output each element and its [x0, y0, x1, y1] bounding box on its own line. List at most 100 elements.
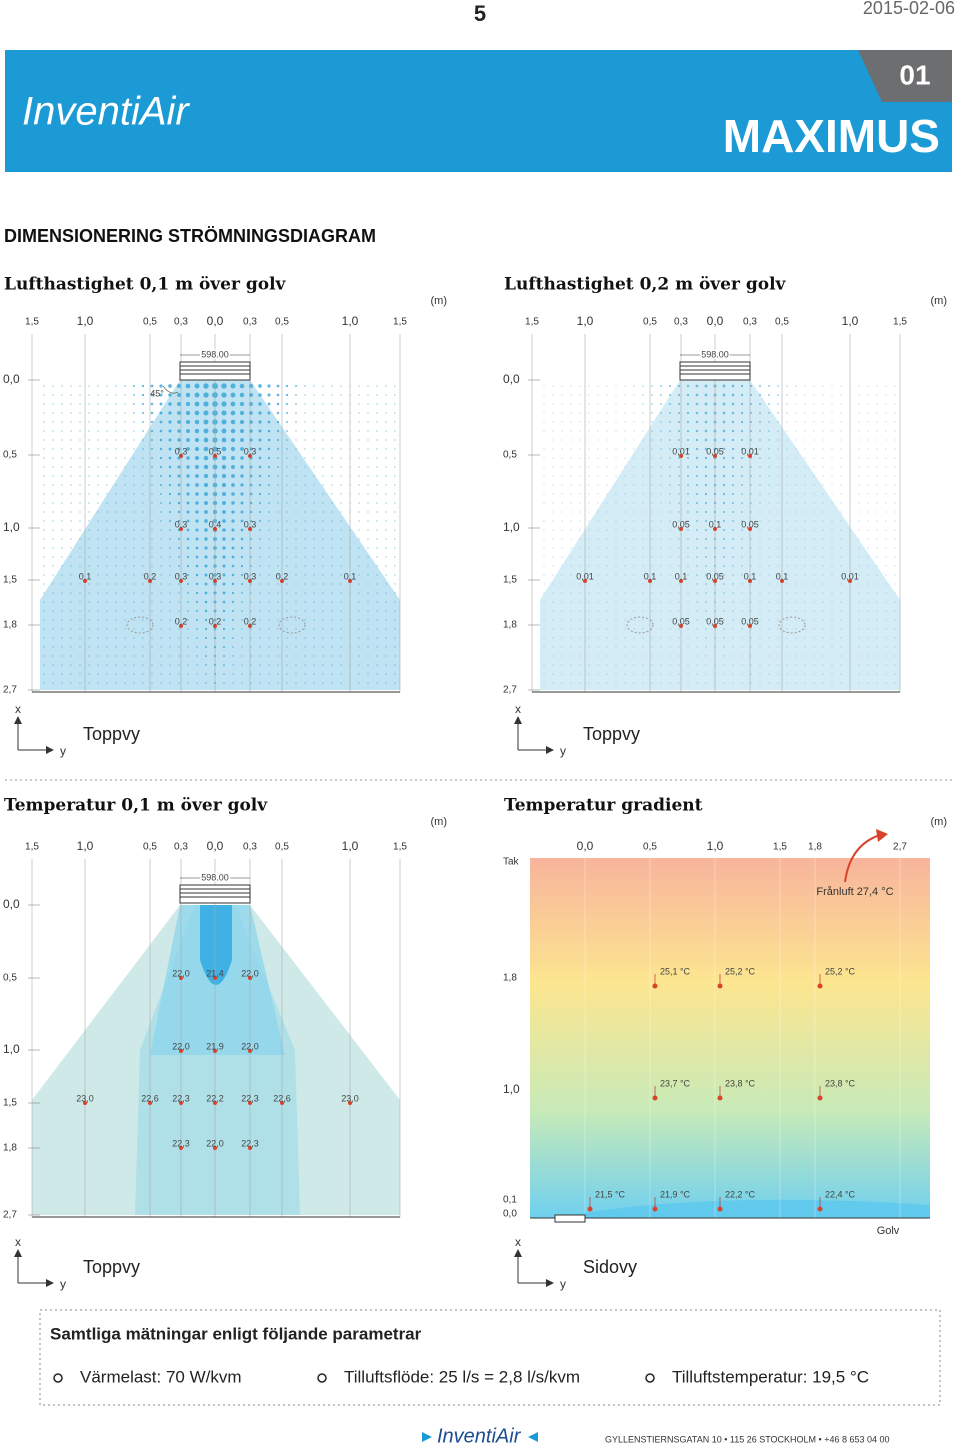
flow-dot — [858, 430, 860, 432]
flow-dot — [722, 456, 726, 460]
flow-dot — [295, 520, 297, 522]
flow-dot — [732, 610, 734, 612]
measure-value: 0,2 — [175, 616, 188, 626]
flow-dot — [276, 420, 280, 424]
flow-dot — [277, 682, 279, 684]
flow-dot — [579, 655, 581, 657]
flow-dot — [142, 574, 144, 576]
flow-dot — [204, 627, 208, 631]
flow-dot — [133, 574, 135, 576]
flow-dot — [313, 385, 315, 387]
flow-dot — [768, 628, 770, 630]
flow-dot — [286, 484, 288, 486]
measure-value: 23,7 °C — [660, 1078, 691, 1088]
flow-dot — [340, 574, 342, 576]
flow-dot — [313, 592, 315, 594]
flow-dot — [231, 573, 235, 577]
flow-dot — [840, 628, 842, 630]
flow-dot — [358, 583, 360, 585]
flow-dot — [669, 502, 671, 504]
flow-dot — [169, 529, 171, 531]
flow-dot — [840, 466, 842, 468]
flow-dot — [624, 493, 626, 495]
flow-dot — [840, 529, 842, 531]
flow-dot — [222, 519, 226, 523]
flow-dot — [750, 511, 752, 513]
flow-dot — [79, 556, 81, 558]
flow-dot — [268, 682, 270, 684]
flow-dot — [749, 393, 753, 397]
flow-dot — [221, 446, 227, 452]
flow-dot — [160, 682, 162, 684]
flow-dot — [322, 682, 324, 684]
flow-dot — [340, 475, 342, 477]
flow-dot — [249, 510, 253, 514]
flow-dot — [376, 592, 378, 594]
flow-dot — [204, 510, 208, 514]
measure-value: 22,6 — [273, 1093, 291, 1103]
flow-dot — [615, 493, 617, 495]
flow-dot — [741, 655, 743, 657]
flow-dot — [151, 448, 153, 450]
flow-dot — [749, 411, 753, 415]
flow-dot — [831, 565, 833, 567]
flow-dot — [561, 466, 563, 468]
flow-dot — [52, 655, 54, 657]
flow-dot — [750, 556, 752, 558]
width-label: 598.00 — [701, 349, 729, 359]
flow-dot — [777, 430, 779, 432]
flow-dot — [250, 574, 252, 576]
flow-dot — [867, 637, 869, 639]
flow-dot — [88, 448, 90, 450]
flow-dot — [768, 394, 770, 396]
flow-dot — [331, 583, 333, 585]
flow-dot — [768, 448, 770, 450]
flow-dot — [88, 637, 90, 639]
flow-dot — [822, 574, 824, 576]
flow-dot — [205, 646, 207, 648]
flow-dot — [295, 439, 297, 441]
flow-dot — [295, 502, 297, 504]
flow-dot — [561, 502, 563, 504]
flow-dot — [705, 610, 707, 612]
measure-value: 23,8 °C — [825, 1078, 856, 1088]
x-axis-label: 0,5 — [643, 317, 657, 328]
flow-dot — [894, 394, 896, 396]
flow-dot — [804, 565, 806, 567]
flow-dot — [88, 385, 90, 387]
flow-dot — [106, 457, 108, 459]
flow-dot — [813, 439, 815, 441]
flow-dot — [168, 465, 172, 469]
y-axis-label: 1,5 — [3, 1098, 17, 1109]
flow-dot — [43, 385, 45, 387]
flow-dot — [660, 673, 662, 675]
flow-dot — [704, 519, 708, 523]
flow-dot — [194, 455, 200, 461]
flow-dot — [615, 511, 617, 513]
flow-dot — [579, 421, 581, 423]
flow-dot — [695, 465, 699, 469]
flow-dot — [642, 520, 644, 522]
flow-dot — [115, 484, 117, 486]
flow-dot — [624, 628, 626, 630]
flow-dot — [741, 475, 743, 477]
flow-dot — [831, 439, 833, 441]
flow-dot — [61, 556, 63, 558]
flow-dot — [115, 565, 117, 567]
flow-dot — [79, 583, 81, 585]
flow-dot — [43, 421, 45, 423]
flow-dot — [97, 682, 99, 684]
flow-dot — [777, 574, 779, 576]
flow-dot — [597, 619, 599, 621]
flow-dot — [106, 502, 108, 504]
flow-dot — [552, 484, 554, 486]
flow-dot — [331, 394, 333, 396]
flow-dot — [642, 502, 644, 504]
flow-dot — [759, 601, 761, 603]
footer-brand: InventiAir — [437, 1425, 522, 1447]
flow-dot — [61, 430, 63, 432]
flow-dot — [687, 574, 689, 576]
flow-dot — [642, 628, 644, 630]
flow-dot — [561, 610, 563, 612]
flow-dot — [777, 628, 779, 630]
